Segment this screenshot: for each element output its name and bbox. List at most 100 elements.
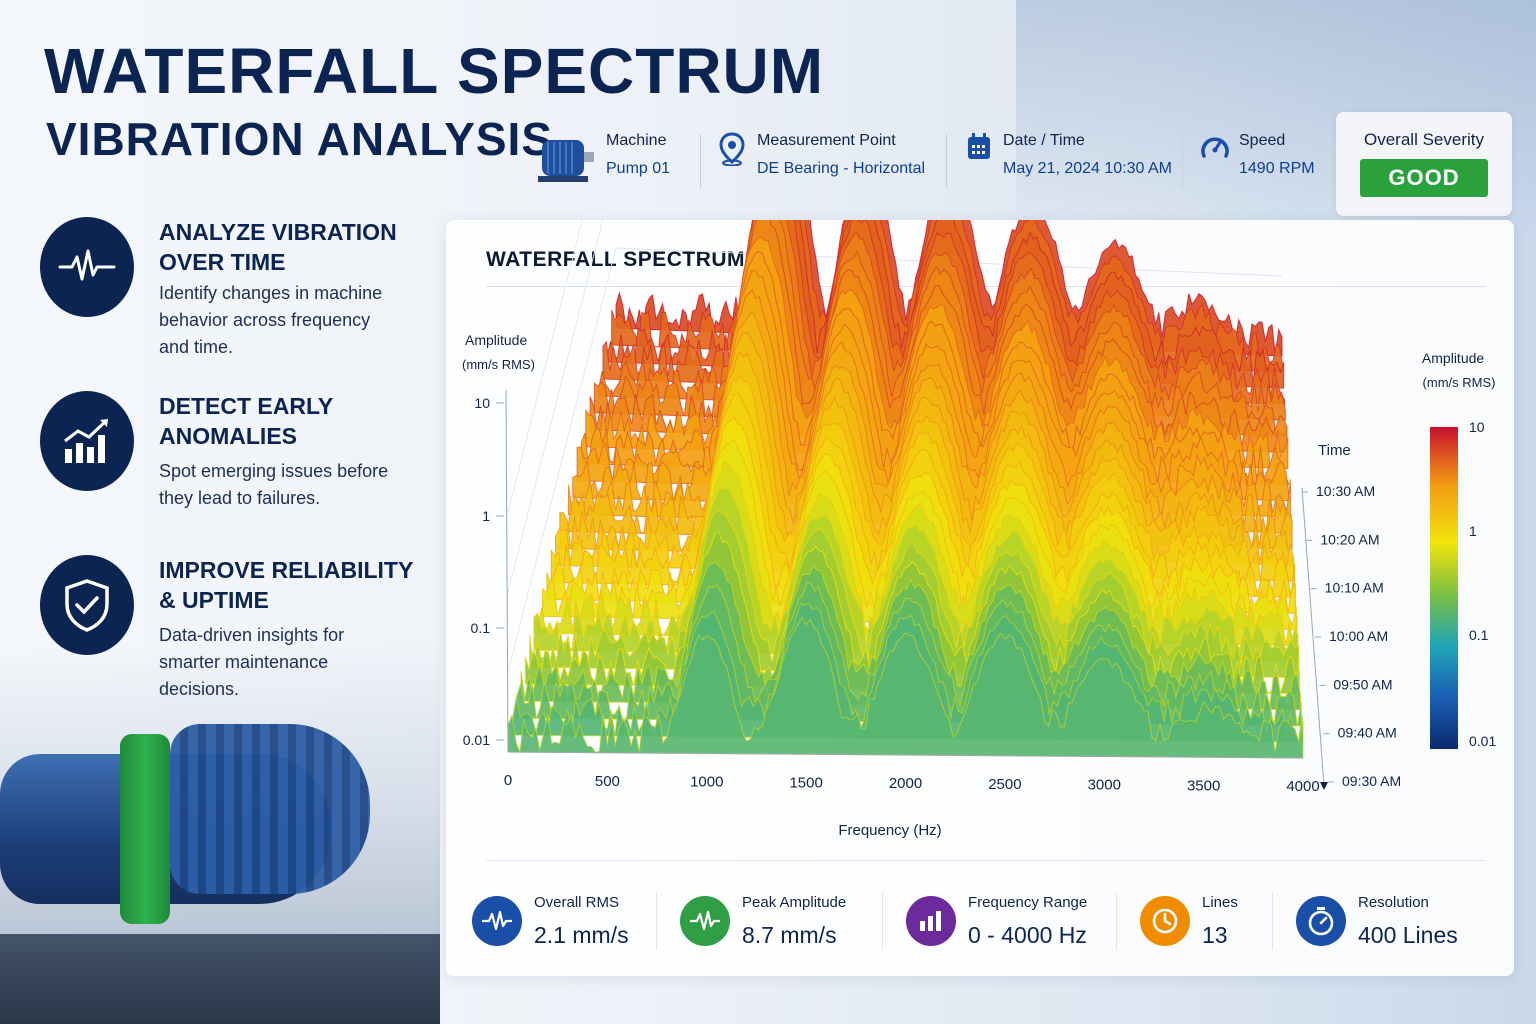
feature-title: ANALYZE VIBRATION OVER TIME bbox=[159, 219, 397, 275]
stat-value: 0 - 4000 Hz bbox=[968, 922, 1087, 948]
colorbar-gradient bbox=[1430, 427, 1458, 749]
info-value: DE Bearing - Horizontal bbox=[757, 160, 926, 177]
pump-base bbox=[0, 934, 440, 1024]
spectrum-line bbox=[507, 616, 1304, 759]
colorbar-label: Amplitude (mm/s RMS) bbox=[1422, 350, 1496, 390]
time-axis-line bbox=[1301, 487, 1325, 787]
colorbar-label-line: Amplitude bbox=[1422, 350, 1484, 366]
x-tick-label: 4000 bbox=[1286, 778, 1319, 795]
page-subtitle: VIBRATION ANALYSIS bbox=[46, 113, 554, 165]
pump-motor bbox=[170, 724, 370, 894]
feature-title: DETECT EARLY ANOMALIES bbox=[159, 393, 334, 449]
divider bbox=[1116, 892, 1117, 950]
trend-chart-icon bbox=[40, 391, 134, 491]
info-label: Machine bbox=[606, 132, 667, 149]
location-pin-icon bbox=[719, 132, 745, 166]
time-axis-arrow bbox=[1320, 782, 1328, 790]
waterfall-chart[interactable]: 0 500 1000 1500 2000 2500 3000 3500 4000 10 1 0.1 0.… bbox=[446, 220, 1514, 860]
chart-axes: 0 500 1000 1500 2000 2500 3000 3500 4000 10 1 0.1 0.… bbox=[463, 389, 1401, 795]
time-tick-label: 09:50 AM bbox=[1333, 676, 1392, 692]
info-value: Pump 01 bbox=[606, 160, 671, 177]
motor-icon bbox=[538, 140, 594, 182]
stat-value: 2.1 mm/s bbox=[534, 922, 629, 948]
y-axis-line bbox=[505, 389, 509, 753]
x-axis-line bbox=[507, 751, 1304, 759]
grid-line bbox=[507, 220, 583, 513]
colorbar-tick-label: 10 bbox=[1469, 419, 1485, 435]
feature-description: Identify changes in machine behavior acr… bbox=[159, 283, 383, 357]
time-tick-label: 10:00 AM bbox=[1329, 628, 1388, 644]
stat-value: 400 Lines bbox=[1358, 922, 1458, 948]
colorbar: Amplitude (mm/s RMS) 10 1 0.1 0.01 bbox=[1422, 350, 1496, 749]
stat-value: 13 bbox=[1202, 922, 1228, 948]
y-axis-label-line: (mm/s RMS) bbox=[462, 357, 535, 372]
colorbar-tick-label: 1 bbox=[1469, 523, 1477, 539]
divider bbox=[656, 892, 657, 950]
colorbar-tick-label: 0.1 bbox=[1469, 627, 1489, 643]
x-tick-label: 0 bbox=[504, 772, 512, 789]
severity-badge: GOOD bbox=[1360, 159, 1488, 197]
info-measurement-point: Measurement Point DE Bearing - Horizonta… bbox=[718, 132, 925, 192]
shield-check-icon bbox=[40, 555, 134, 655]
info-label: Measurement Point bbox=[757, 132, 896, 149]
severity-card: Overall Severity GOOD bbox=[1336, 112, 1512, 216]
calendar-icon bbox=[968, 133, 990, 159]
feature-title: IMPROVE RELIABILITY & UPTIME bbox=[159, 557, 414, 613]
x-tick-label: 3500 bbox=[1187, 777, 1220, 794]
info-value: May 21, 2024 10:30 AM bbox=[1003, 160, 1172, 177]
divider bbox=[486, 860, 1486, 861]
time-tick-label: 09:40 AM bbox=[1338, 725, 1397, 741]
page-title: WATERFALL SPECTRUM bbox=[44, 35, 825, 107]
stat-label: Lines bbox=[1202, 894, 1238, 911]
x-tick-label: 3000 bbox=[1088, 777, 1121, 794]
divider bbox=[1272, 892, 1273, 950]
colorbar-label-line: (mm/s RMS) bbox=[1423, 375, 1496, 390]
waveform-icon bbox=[40, 217, 134, 317]
y-tick-label: 10 bbox=[474, 395, 490, 411]
info-value: 1490 RPM bbox=[1239, 160, 1315, 177]
time-axis-label: Time bbox=[1318, 442, 1351, 459]
chart-panel: WATERFALL SPECTRUM 0 500 1000 1500 2000 2500 3… bbox=[446, 220, 1514, 976]
stat-value: 8.7 mm/s bbox=[742, 922, 837, 948]
waveform-icon bbox=[472, 896, 522, 946]
x-tick-label: 2500 bbox=[988, 776, 1021, 793]
gauge-icon bbox=[1201, 137, 1229, 158]
panel-title: WATERFALL SPECTRUM bbox=[486, 248, 746, 271]
x-tick-label: 2000 bbox=[889, 775, 922, 792]
stopwatch-icon bbox=[1296, 896, 1346, 946]
divider bbox=[700, 134, 701, 188]
y-tick-label: 0.1 bbox=[471, 620, 491, 636]
grid-line bbox=[507, 220, 604, 593]
severity-label: Overall Severity bbox=[1364, 130, 1484, 149]
y-axis-label-line: Amplitude bbox=[465, 332, 527, 348]
pump-illustration bbox=[0, 644, 440, 1024]
y-axis-label: Amplitude (mm/s RMS) bbox=[462, 332, 535, 372]
x-tick-label: 1500 bbox=[789, 774, 822, 791]
x-tick-label: 1000 bbox=[690, 774, 723, 791]
info-label: Date / Time bbox=[1003, 132, 1085, 149]
x-axis-label: Frequency (Hz) bbox=[838, 822, 941, 839]
feature-description: Data-driven insights for smarter mainten… bbox=[159, 625, 345, 699]
y-tick-label: 0.01 bbox=[463, 732, 490, 748]
colorbar-tick-label: 0.01 bbox=[1469, 733, 1496, 749]
waveform-icon bbox=[680, 896, 730, 946]
x-tick-label: 500 bbox=[595, 773, 620, 790]
info-speed: Speed 1490 RPM bbox=[1200, 132, 1315, 192]
divider bbox=[1182, 134, 1183, 188]
waterfall-lines bbox=[507, 220, 1304, 759]
info-label: Speed bbox=[1239, 132, 1286, 149]
clock-icon bbox=[1140, 896, 1190, 946]
divider bbox=[882, 892, 883, 950]
time-tick-label: 10:10 AM bbox=[1325, 580, 1384, 596]
pump-coupling bbox=[120, 734, 170, 924]
bar-chart-icon bbox=[906, 896, 956, 946]
time-tick-label: 09:30 AM bbox=[1342, 773, 1401, 789]
info-datetime: Date / Time May 21, 2024 10:30 AM bbox=[966, 132, 1172, 192]
y-tick-label: 1 bbox=[482, 508, 490, 524]
grid-line bbox=[507, 247, 617, 673]
stat-label: Resolution bbox=[1358, 894, 1429, 911]
divider bbox=[486, 286, 1486, 287]
stat-label: Overall RMS bbox=[534, 894, 620, 911]
divider bbox=[946, 134, 947, 188]
info-machine: Machine Pump 01 bbox=[536, 132, 670, 192]
